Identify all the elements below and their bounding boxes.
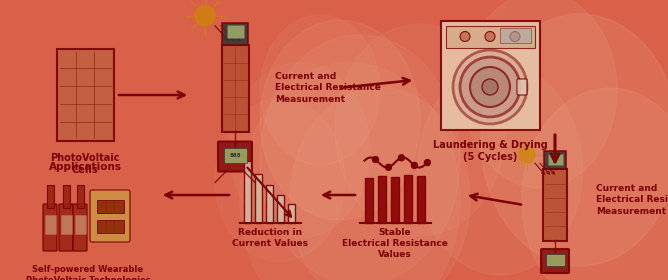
Text: PhotoVoltaic
Cells: PhotoVoltaic Cells — [50, 153, 120, 175]
Ellipse shape — [290, 87, 470, 280]
FancyBboxPatch shape — [440, 20, 540, 129]
Ellipse shape — [522, 88, 668, 280]
FancyBboxPatch shape — [90, 190, 130, 242]
FancyBboxPatch shape — [43, 204, 57, 251]
FancyBboxPatch shape — [226, 25, 244, 38]
FancyBboxPatch shape — [500, 28, 530, 43]
Bar — [391, 177, 399, 223]
Ellipse shape — [215, 99, 345, 261]
FancyBboxPatch shape — [61, 214, 71, 234]
Bar — [244, 161, 251, 223]
Ellipse shape — [260, 20, 420, 220]
Ellipse shape — [335, 24, 505, 236]
Bar — [255, 174, 263, 223]
FancyBboxPatch shape — [63, 185, 69, 207]
FancyBboxPatch shape — [77, 185, 84, 207]
Ellipse shape — [260, 15, 380, 165]
FancyBboxPatch shape — [47, 185, 53, 207]
Bar — [365, 178, 373, 223]
Circle shape — [411, 162, 418, 168]
Circle shape — [470, 67, 510, 107]
FancyBboxPatch shape — [73, 204, 87, 251]
Ellipse shape — [240, 62, 460, 280]
Text: Current and
Electrical Resistance
Measurement: Current and Electrical Resistance Measur… — [596, 184, 668, 216]
Circle shape — [485, 32, 495, 41]
FancyBboxPatch shape — [543, 169, 567, 241]
Circle shape — [482, 79, 498, 95]
Circle shape — [510, 32, 520, 41]
FancyBboxPatch shape — [75, 214, 86, 234]
Text: Stable
Electrical Resistance
Values: Stable Electrical Resistance Values — [342, 228, 448, 259]
Circle shape — [398, 155, 404, 161]
Bar — [417, 176, 425, 223]
Text: 888: 888 — [229, 153, 240, 158]
FancyBboxPatch shape — [517, 79, 527, 95]
FancyBboxPatch shape — [224, 148, 246, 163]
Circle shape — [460, 32, 470, 41]
Circle shape — [424, 160, 430, 165]
FancyBboxPatch shape — [96, 220, 124, 232]
Text: Laundering & Drying
(5 Cycles): Laundering & Drying (5 Cycles) — [433, 140, 547, 162]
Ellipse shape — [230, 62, 370, 237]
FancyBboxPatch shape — [222, 22, 248, 45]
FancyBboxPatch shape — [222, 45, 248, 132]
Text: Self-powered Wearable
PhotoVoltaic Technologies: Self-powered Wearable PhotoVoltaic Techn… — [25, 265, 150, 280]
Bar — [403, 175, 412, 223]
Circle shape — [519, 147, 535, 163]
Ellipse shape — [260, 35, 460, 280]
Text: Reduction in
Current Values: Reduction in Current Values — [232, 228, 308, 248]
FancyBboxPatch shape — [96, 199, 124, 213]
Bar — [277, 195, 285, 223]
Text: Applications: Applications — [49, 162, 122, 172]
FancyBboxPatch shape — [541, 249, 569, 273]
Circle shape — [195, 6, 215, 25]
FancyBboxPatch shape — [45, 214, 55, 234]
Ellipse shape — [481, 14, 668, 266]
Circle shape — [453, 50, 527, 124]
Circle shape — [385, 164, 391, 170]
Ellipse shape — [418, 65, 582, 275]
FancyBboxPatch shape — [546, 253, 564, 265]
FancyBboxPatch shape — [544, 151, 566, 169]
Circle shape — [373, 157, 379, 162]
Text: Current and
Electrical Resistance
Measurement: Current and Electrical Resistance Measur… — [275, 72, 381, 104]
FancyBboxPatch shape — [548, 153, 562, 165]
Bar — [288, 204, 295, 223]
Bar — [377, 176, 386, 223]
Circle shape — [460, 57, 520, 117]
Bar — [266, 185, 273, 223]
Ellipse shape — [463, 0, 617, 188]
FancyBboxPatch shape — [446, 25, 534, 48]
FancyBboxPatch shape — [218, 141, 252, 171]
FancyBboxPatch shape — [59, 204, 73, 251]
FancyBboxPatch shape — [57, 49, 114, 141]
